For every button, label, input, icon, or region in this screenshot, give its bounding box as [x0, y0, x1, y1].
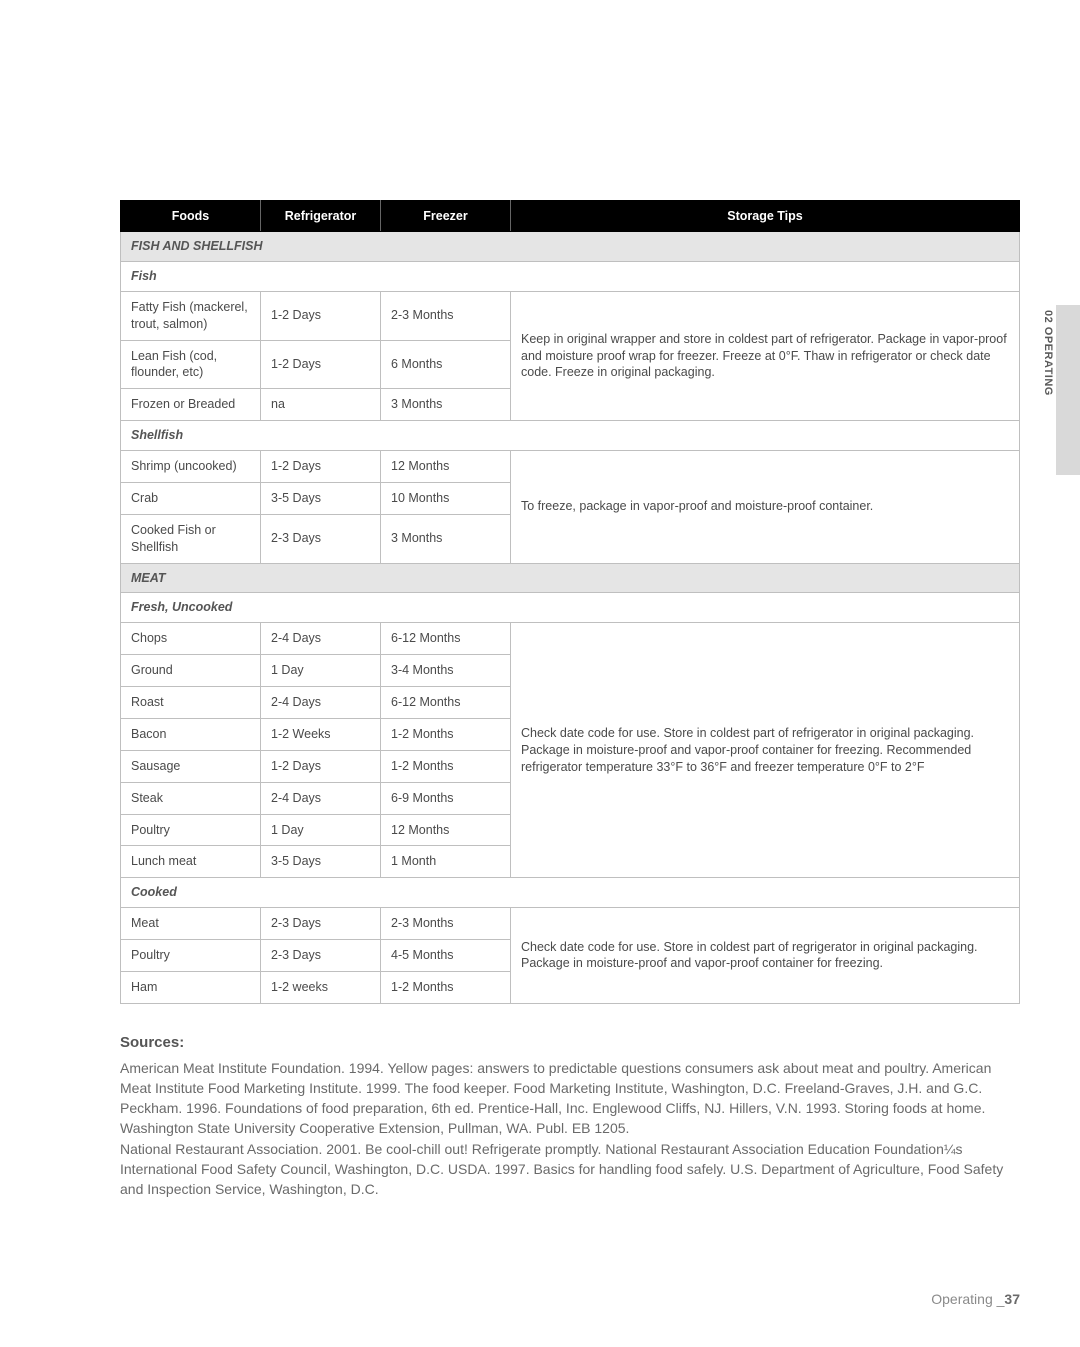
cell-freezer: 1 Month [381, 846, 511, 878]
table-row: Shrimp (uncooked)1-2 Days12 MonthsTo fre… [121, 451, 1020, 483]
sources-heading: Sources: [120, 1032, 1020, 1054]
cell-freezer: 6-9 Months [381, 782, 511, 814]
subsection-label: Cooked [121, 878, 1020, 908]
cell-food: Frozen or Breaded [121, 389, 261, 421]
cell-freezer: 12 Months [381, 814, 511, 846]
cell-food: Sausage [121, 750, 261, 782]
table-header-row: Foods Refrigerator Freezer Storage Tips [121, 201, 1020, 232]
sources-text: American Meat Institute Foundation. 1994… [120, 1058, 1020, 1200]
table-body: FISH AND SHELLFISHFishFatty Fish (macker… [121, 232, 1020, 1004]
cell-refrigerator: 1-2 Weeks [261, 718, 381, 750]
food-storage-table: Foods Refrigerator Freezer Storage Tips … [120, 200, 1020, 1004]
cell-refrigerator: 2-3 Days [261, 940, 381, 972]
cell-food: Meat [121, 908, 261, 940]
cell-freezer: 2-3 Months [381, 908, 511, 940]
section-row: FISH AND SHELLFISH [121, 232, 1020, 262]
cell-refrigerator: 3-5 Days [261, 482, 381, 514]
table-row: Fatty Fish (mackerel, trout, salmon)1-2 … [121, 291, 1020, 340]
subsection-row: Fresh, Uncooked [121, 593, 1020, 623]
subsection-label: Shellfish [121, 421, 1020, 451]
cell-freezer: 1-2 Months [381, 718, 511, 750]
cell-food: Steak [121, 782, 261, 814]
cell-freezer: 6-12 Months [381, 623, 511, 655]
subsection-label: Fresh, Uncooked [121, 593, 1020, 623]
table-row: Meat2-3 Days2-3 MonthsCheck date code fo… [121, 908, 1020, 940]
footer-page-number: 37 [1004, 1291, 1020, 1307]
page-content: Foods Refrigerator Freezer Storage Tips … [0, 0, 1080, 1240]
cell-refrigerator: 2-3 Days [261, 908, 381, 940]
cell-food: Poultry [121, 814, 261, 846]
cell-refrigerator: 1 Day [261, 655, 381, 687]
subsection-label: Fish [121, 261, 1020, 291]
cell-freezer: 3 Months [381, 389, 511, 421]
cell-freezer: 6 Months [381, 340, 511, 389]
col-header-freezer: Freezer [381, 201, 511, 232]
cell-food: Ground [121, 655, 261, 687]
cell-freezer: 4-5 Months [381, 940, 511, 972]
sources-block: Sources: American Meat Institute Foundat… [120, 1032, 1020, 1200]
cell-storage-tips: Check date code for use. Store in coldes… [511, 908, 1020, 1004]
cell-food: Lunch meat [121, 846, 261, 878]
cell-refrigerator: 1-2 Days [261, 750, 381, 782]
cell-freezer: 3 Months [381, 514, 511, 563]
subsection-row: Fish [121, 261, 1020, 291]
col-header-foods: Foods [121, 201, 261, 232]
cell-food: Crab [121, 482, 261, 514]
cell-refrigerator: 1-2 Days [261, 340, 381, 389]
cell-food: Cooked Fish or Shellfish [121, 514, 261, 563]
cell-food: Bacon [121, 718, 261, 750]
cell-refrigerator: 1 Day [261, 814, 381, 846]
cell-food: Chops [121, 623, 261, 655]
cell-refrigerator: 1-2 Days [261, 291, 381, 340]
cell-freezer: 12 Months [381, 451, 511, 483]
cell-freezer: 3-4 Months [381, 655, 511, 687]
cell-freezer: 6-12 Months [381, 687, 511, 719]
footer-label: Operating _ [931, 1291, 1004, 1307]
cell-freezer: 10 Months [381, 482, 511, 514]
cell-refrigerator: 2-4 Days [261, 782, 381, 814]
cell-food: Poultry [121, 940, 261, 972]
cell-storage-tips: To freeze, package in vapor-proof and mo… [511, 451, 1020, 564]
cell-storage-tips: Keep in original wrapper and store in co… [511, 291, 1020, 420]
cell-food: Lean Fish (cod, flounder, etc) [121, 340, 261, 389]
table-row: Chops2-4 Days6-12 MonthsCheck date code … [121, 623, 1020, 655]
subsection-row: Cooked [121, 878, 1020, 908]
cell-freezer: 1-2 Months [381, 971, 511, 1003]
cell-refrigerator: 2-4 Days [261, 623, 381, 655]
cell-refrigerator: 2-3 Days [261, 514, 381, 563]
page-footer: Operating _37 [931, 1291, 1020, 1307]
cell-food: Roast [121, 687, 261, 719]
cell-freezer: 2-3 Months [381, 291, 511, 340]
col-header-tips: Storage Tips [511, 201, 1020, 232]
cell-refrigerator: 1-2 Days [261, 451, 381, 483]
cell-refrigerator: na [261, 389, 381, 421]
cell-freezer: 1-2 Months [381, 750, 511, 782]
cell-food: Ham [121, 971, 261, 1003]
col-header-refrigerator: Refrigerator [261, 201, 381, 232]
cell-refrigerator: 1-2 weeks [261, 971, 381, 1003]
subsection-row: Shellfish [121, 421, 1020, 451]
cell-refrigerator: 2-4 Days [261, 687, 381, 719]
cell-storage-tips: Check date code for use. Store in coldes… [511, 623, 1020, 878]
section-row: MEAT [121, 563, 1020, 593]
cell-food: Fatty Fish (mackerel, trout, salmon) [121, 291, 261, 340]
section-label: FISH AND SHELLFISH [121, 232, 1020, 262]
cell-refrigerator: 3-5 Days [261, 846, 381, 878]
cell-food: Shrimp (uncooked) [121, 451, 261, 483]
section-label: MEAT [121, 563, 1020, 593]
